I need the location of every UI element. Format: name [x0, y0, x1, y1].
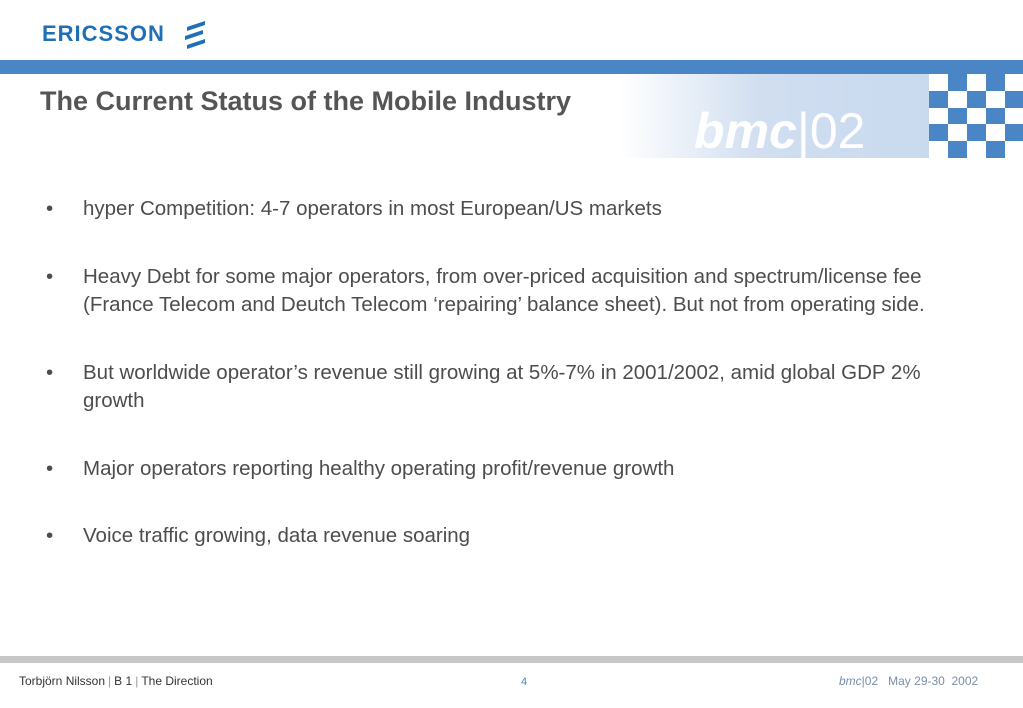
footer-credits: Torbjörn Nilsson | B 1 | The Direction [19, 674, 213, 688]
bullet-item: hyper Competition: 4-7 operators in most… [46, 195, 976, 224]
page-number: 4 [521, 676, 528, 688]
footer-separator: | [108, 674, 112, 688]
footer-event: bmc|02 May 29-30 2002 [839, 674, 978, 688]
footer-divider [0, 656, 1023, 663]
bullet-item: But worldwide operator’s revenue still g… [46, 359, 976, 416]
bullet-item: Voice traffic growing, data revenue soar… [46, 522, 976, 551]
footer-author: Torbjörn Nilsson [19, 674, 106, 688]
bmc-word: bmc [694, 103, 797, 159]
bmc-bar: | [796, 103, 810, 159]
bmc-banner-text: bmc|02 [694, 106, 865, 156]
ericsson-logo: ERICSSON [42, 17, 209, 51]
checkerboard-decoration [929, 74, 1023, 158]
footer-date: |02 May 29-30 2002 [861, 674, 979, 688]
bmc-number: 02 [809, 103, 866, 159]
footer-bmc: bmc [839, 674, 862, 688]
logo-wordmark: ERICSSON [42, 21, 165, 46]
footer-topic: The Direction [141, 674, 213, 688]
header-band [0, 60, 1023, 74]
bullet-list: hyper Competition: 4-7 operators in most… [46, 195, 976, 551]
footer-separator: | [135, 674, 139, 688]
footer-section: B 1 [114, 674, 133, 688]
bullet-item: Heavy Debt for some major operators, fro… [46, 263, 976, 320]
ericsson-stripes-icon [184, 21, 205, 49]
slide-title: The Current Status of the Mobile Industr… [40, 86, 572, 116]
bullet-item: Major operators reporting healthy operat… [46, 455, 976, 484]
